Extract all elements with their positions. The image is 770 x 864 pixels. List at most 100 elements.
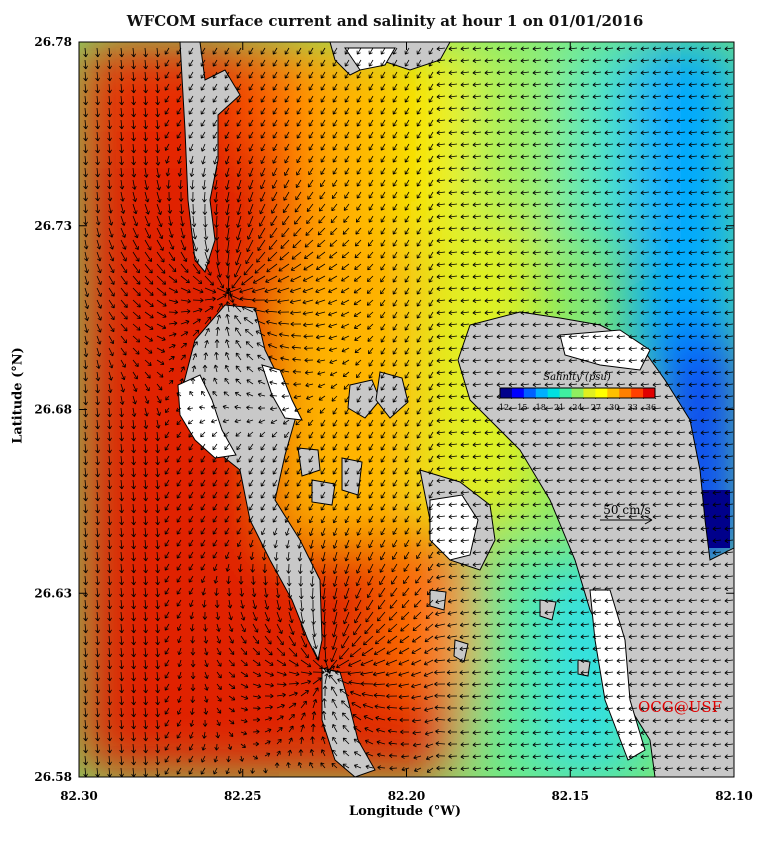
current-vector [328,323,338,329]
colorbar-tick-label: 21 [554,403,564,412]
current-vector [604,274,614,279]
current-vector [676,382,686,387]
current-vector [484,166,494,171]
current-vector [164,479,170,487]
current-vector [652,454,662,459]
current-vector [428,419,434,427]
current-vector [96,251,102,262]
current-vector [640,82,650,87]
current-vector [604,142,614,147]
current-vector [508,82,518,87]
current-vector [604,346,614,351]
current-vector [290,321,302,327]
current-vector [688,382,698,387]
current-vector [700,358,710,363]
current-vector [233,263,242,278]
colorbar-swatch [619,388,632,398]
current-vector [604,358,614,363]
current-vector [392,239,398,247]
current-vector [436,298,446,303]
current-vector [416,155,422,163]
current-vector [83,467,88,478]
current-vector [448,250,458,255]
current-vector [189,167,195,177]
current-vector [200,431,206,438]
current-vector [496,202,506,207]
current-vector [592,442,602,447]
current-vector [356,203,362,211]
current-vector [306,407,314,413]
current-vector [368,347,374,355]
current-vector [460,94,470,99]
current-vector [316,251,326,259]
current-vector [308,83,314,91]
current-vector [132,179,137,190]
current-vector [592,382,602,387]
current-vector [592,334,602,339]
current-vector [303,345,314,351]
current-vector [604,262,614,267]
current-vector [592,262,602,267]
current-vector [239,287,254,294]
current-vector [266,319,278,325]
current-vector [284,143,290,151]
current-vector [664,238,674,243]
current-vector [436,70,446,75]
current-vector [143,455,148,466]
current-vector [204,316,212,325]
current-vector [107,131,112,142]
current-vector [532,154,542,159]
current-vector [392,131,398,139]
current-vector [257,405,266,411]
current-vector [676,274,686,279]
current-vector [251,287,266,294]
current-vector [460,190,470,195]
current-vector [448,370,458,375]
current-vector [234,391,242,397]
current-vector [628,166,638,171]
current-vector [180,275,190,284]
current-vector [216,275,225,289]
current-vector [201,155,206,165]
current-vector [131,167,137,178]
current-vector [107,479,112,490]
current-vector [580,298,590,303]
current-vector [472,370,482,375]
current-vector [532,190,542,195]
current-vector [356,167,362,175]
current-vector [320,131,326,139]
current-vector [356,371,362,379]
current-vector [356,395,362,403]
current-vector [180,251,188,262]
current-vector [676,82,686,87]
current-vector [568,454,578,459]
current-vector [628,274,638,279]
current-vector [315,287,326,294]
current-vector [143,431,148,442]
current-vector [436,262,446,267]
current-vector [604,442,614,447]
current-vector [568,490,578,495]
current-vector [416,383,422,391]
current-vector [580,106,590,111]
current-vector [308,59,314,67]
current-vector [212,391,218,397]
current-vector [472,154,482,159]
current-vector [95,383,100,394]
current-vector [616,298,626,303]
current-vector [700,262,710,267]
current-vector [640,334,650,339]
current-vector [484,190,494,195]
current-vector [108,215,114,226]
colorbar-tick-label: 15 [517,403,527,412]
current-vector [380,443,386,451]
current-vector [676,358,686,363]
current-vector [107,95,112,106]
current-vector [520,238,530,243]
current-vector [688,58,698,63]
current-vector [604,454,614,459]
current-vector [556,166,566,171]
current-vector [143,479,148,490]
current-vector [676,166,686,171]
current-vector [688,262,698,267]
